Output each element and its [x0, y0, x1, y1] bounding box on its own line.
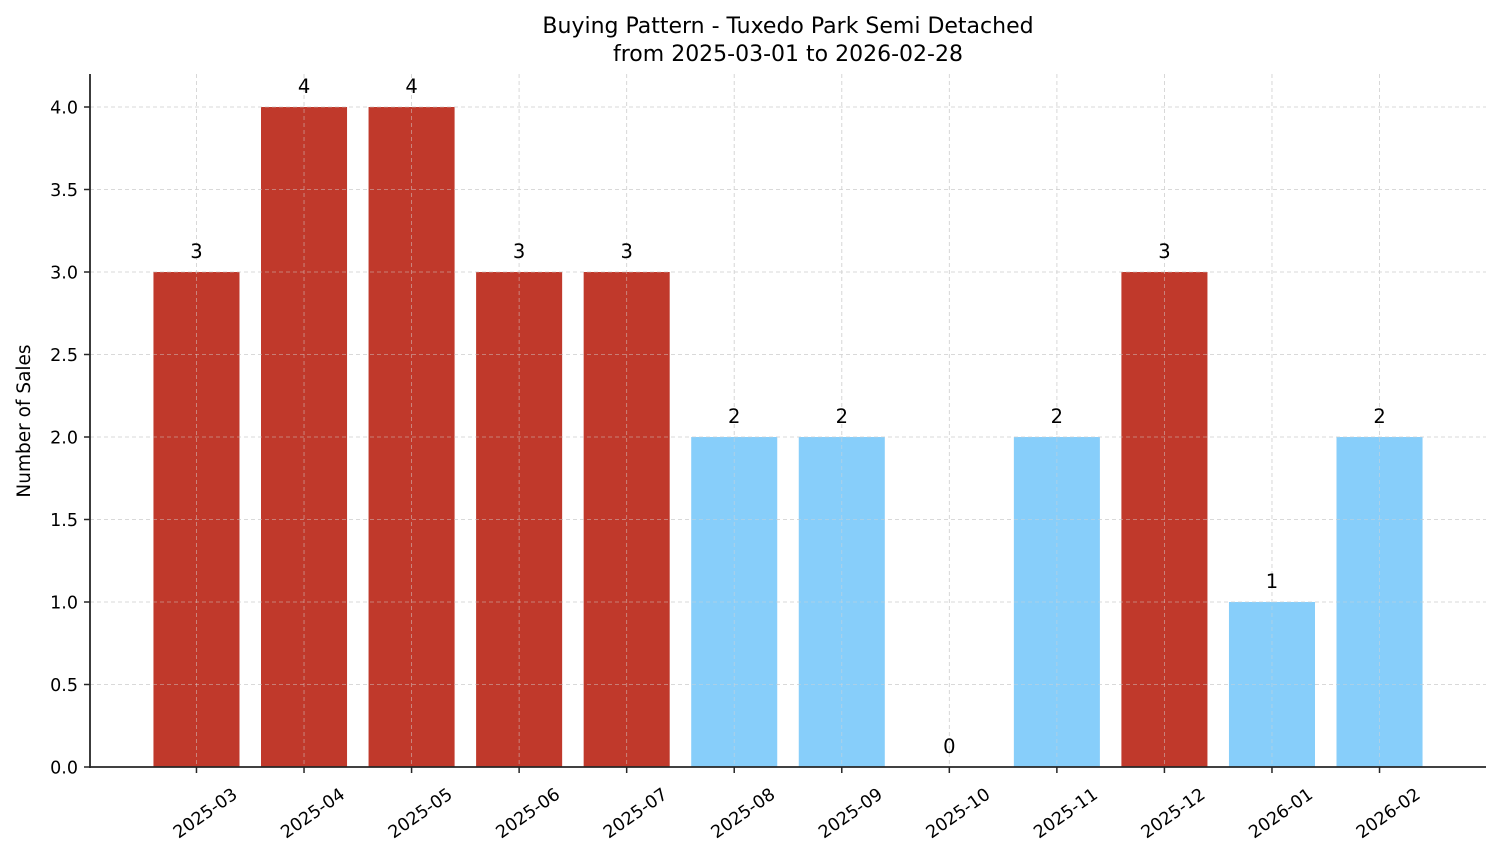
x-tick-label: 2025-08: [708, 785, 779, 843]
bar-value-label: 4: [298, 75, 310, 98]
x-tick-label: 2025-06: [493, 785, 564, 843]
y-tick-label: 3.0: [50, 264, 78, 284]
bar-value-label: 4: [405, 75, 417, 98]
y-tick-label: 0.0: [50, 759, 78, 779]
bars-group: [90, 74, 1486, 768]
y-tick-label: 1.0: [50, 594, 78, 614]
bar-value-label: 2: [1373, 405, 1385, 428]
x-axis-ticks: 2025-03 2025-04 2025-05 2025-06 2025-07 2025-…: [170, 767, 1424, 843]
bar-value-label: 3: [1158, 240, 1170, 263]
y-tick-label: 3.5: [50, 181, 78, 201]
y-tick-label: 0.5: [50, 676, 78, 696]
bar-value-label: 1: [1266, 570, 1278, 593]
y-tick-label: 2.0: [50, 429, 78, 449]
bar-value-labels: 3 4 4 3 3 2 2 0 2 3 1 2: [190, 75, 1385, 758]
x-tick-label: 2025-09: [815, 785, 886, 843]
bar-value-label: 0: [943, 735, 955, 758]
y-tick-label: 4.0: [50, 99, 78, 119]
bar-value-label: 3: [513, 240, 525, 263]
bar-value-label: 3: [190, 240, 202, 263]
y-axis-ticks: 0.0 0.5 1.0 1.5 2.0 2.5 3.0 3.5 4.0: [50, 99, 90, 779]
x-tick-label: 2026-01: [1245, 785, 1316, 843]
x-tick-label: 2025-11: [1030, 785, 1101, 843]
bar-value-label: 2: [836, 405, 848, 428]
y-tick-label: 2.5: [50, 346, 78, 366]
x-tick-label: 2025-07: [600, 785, 671, 843]
bar-value-label: 2: [728, 405, 740, 428]
bar-value-label: 3: [620, 240, 632, 263]
x-tick-label: 2025-04: [278, 785, 349, 843]
x-tick-label: 2025-05: [385, 785, 456, 843]
x-tick-label: 2026-02: [1353, 785, 1424, 843]
y-axis-label: Number of Sales: [14, 344, 35, 497]
y-tick-label: 1.5: [50, 511, 78, 531]
x-tick-label: 2025-10: [923, 785, 994, 843]
chart-title: Buying Pattern - Tuxedo Park Semi Detach…: [542, 14, 1033, 39]
bar-value-label: 2: [1051, 405, 1063, 428]
chart-subtitle: from 2025-03-01 to 2026-02-28: [613, 42, 963, 67]
x-tick-label: 2025-12: [1138, 785, 1209, 843]
x-tick-label: 2025-03: [170, 785, 241, 843]
